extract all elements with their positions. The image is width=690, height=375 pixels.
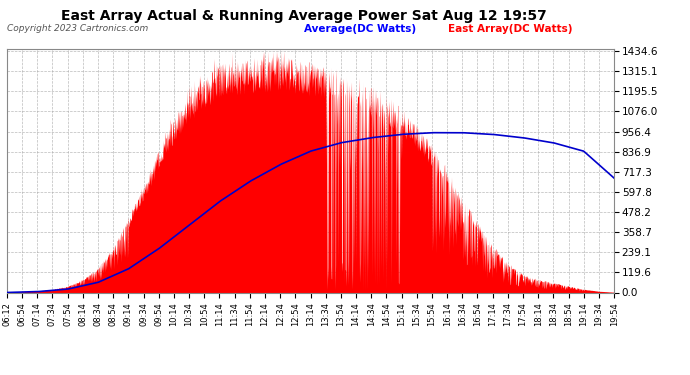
Text: East Array Actual & Running Average Power Sat Aug 12 19:57: East Array Actual & Running Average Powe…	[61, 9, 546, 23]
Text: East Array(DC Watts): East Array(DC Watts)	[448, 24, 573, 34]
Text: Average(DC Watts): Average(DC Watts)	[304, 24, 415, 34]
Text: Copyright 2023 Cartronics.com: Copyright 2023 Cartronics.com	[7, 24, 148, 33]
